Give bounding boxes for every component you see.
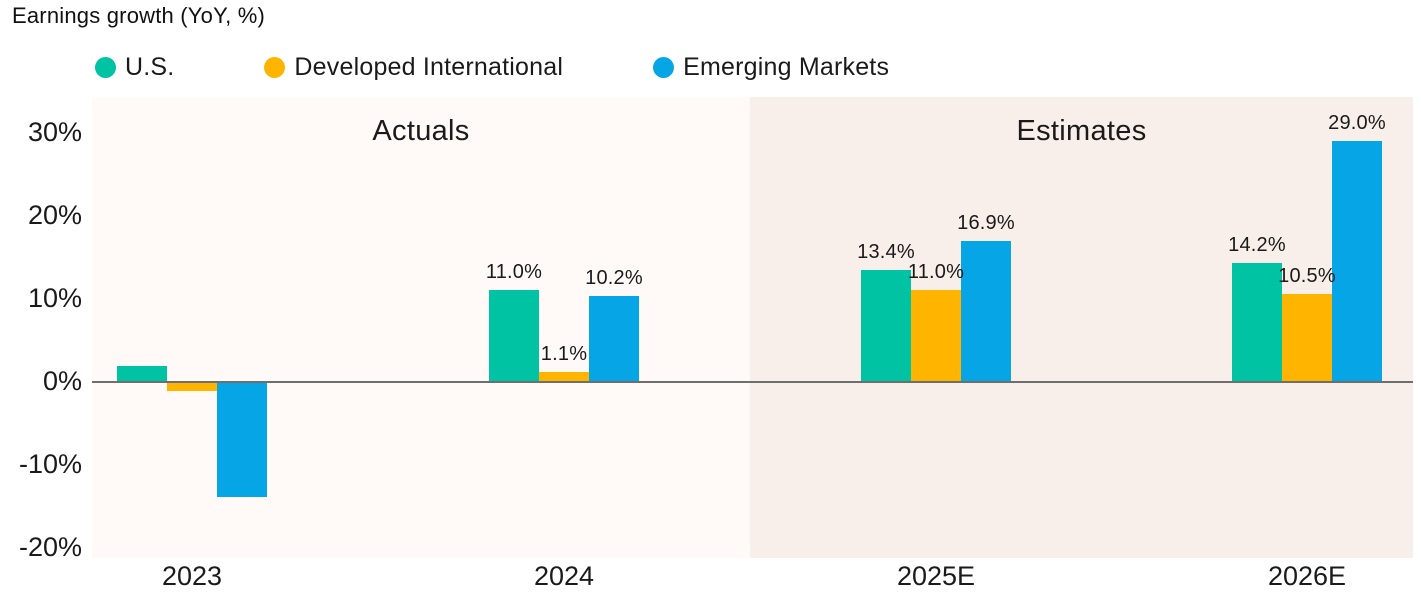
page-title: Earnings growth (YoY, %) [12,3,266,28]
y-axis-tick-label: 20% [27,200,82,231]
legend-swatch-icon [264,57,286,78]
legend-item-u-s: U.S. [95,53,174,82]
bar-value-label: 11.0% [485,260,543,283]
legend-label: Emerging Markets [683,53,890,81]
x-axis-tick-label-2026e: 2026E [1267,561,1347,591]
y-axis-tick-label: -10% [18,448,82,479]
bar-emerging-markets-2025e [961,240,1011,381]
chart-legend: U.S. Developed International Emerging Mark… [95,53,889,82]
bar-emerging-markets-2024 [589,296,639,381]
bar-value-label: 1.1% [540,342,588,365]
actuals-section-label: Actuals [372,115,470,147]
bar-value-label: 14.2% [1228,234,1286,257]
bar-u-s-2025e [861,269,911,381]
legend-item-emerging-markets: Emerging Markets [653,53,889,82]
bar-value-label: 16.9% [957,211,1015,234]
y-axis-tick-label: -20% [18,531,82,562]
legend-item-developed-international: Developed International [264,53,563,82]
bar-emerging-markets-2026e [1332,140,1382,381]
x-axis: 2023 2024 2025E 2026E [92,561,1413,597]
bar-u-s-2024 [489,289,539,381]
bar-developed-international-2023 [167,383,217,391]
zero-axis-line [92,381,1413,383]
y-axis-tick-label: 0% [42,366,82,396]
bar-u-s-2026e [1232,263,1282,381]
x-axis-tick-label-2025e: 2025E [896,561,976,591]
legend-label: Developed International [294,53,564,81]
bar-value-label: 29.0% [1328,111,1386,134]
bar-emerging-markets-2023 [217,383,267,498]
x-axis-tick-label-2024: 2024 [533,561,595,591]
x-axis-tick-label-2023: 2023 [161,561,223,591]
bar-value-label: 11.0% [907,260,965,283]
legend-swatch-icon [653,57,675,78]
bar-developed-international-2024 [539,371,589,381]
actuals-region [92,97,750,558]
bar-value-label: 10.2% [585,267,643,290]
legend-label: U.S. [125,53,175,81]
bar-value-label: 13.4% [857,240,915,263]
y-axis-tick-label: 30% [27,117,82,148]
bar-value-label: 10.5% [1278,264,1336,287]
y-axis: 30% 20% 10% 0% -10% -20% [0,97,82,562]
legend-swatch-icon [95,57,116,78]
bar-developed-international-2025e [911,289,961,381]
bar-u-s-2023 [117,366,167,381]
y-axis-tick-label: 10% [27,283,82,314]
plot-area: Actuals Estimates 11.0% 1.1% 10.2% 13.4% 11.… [92,97,1413,558]
bar-developed-international-2026e [1282,293,1332,381]
estimates-section-label: Estimates [1016,115,1147,147]
